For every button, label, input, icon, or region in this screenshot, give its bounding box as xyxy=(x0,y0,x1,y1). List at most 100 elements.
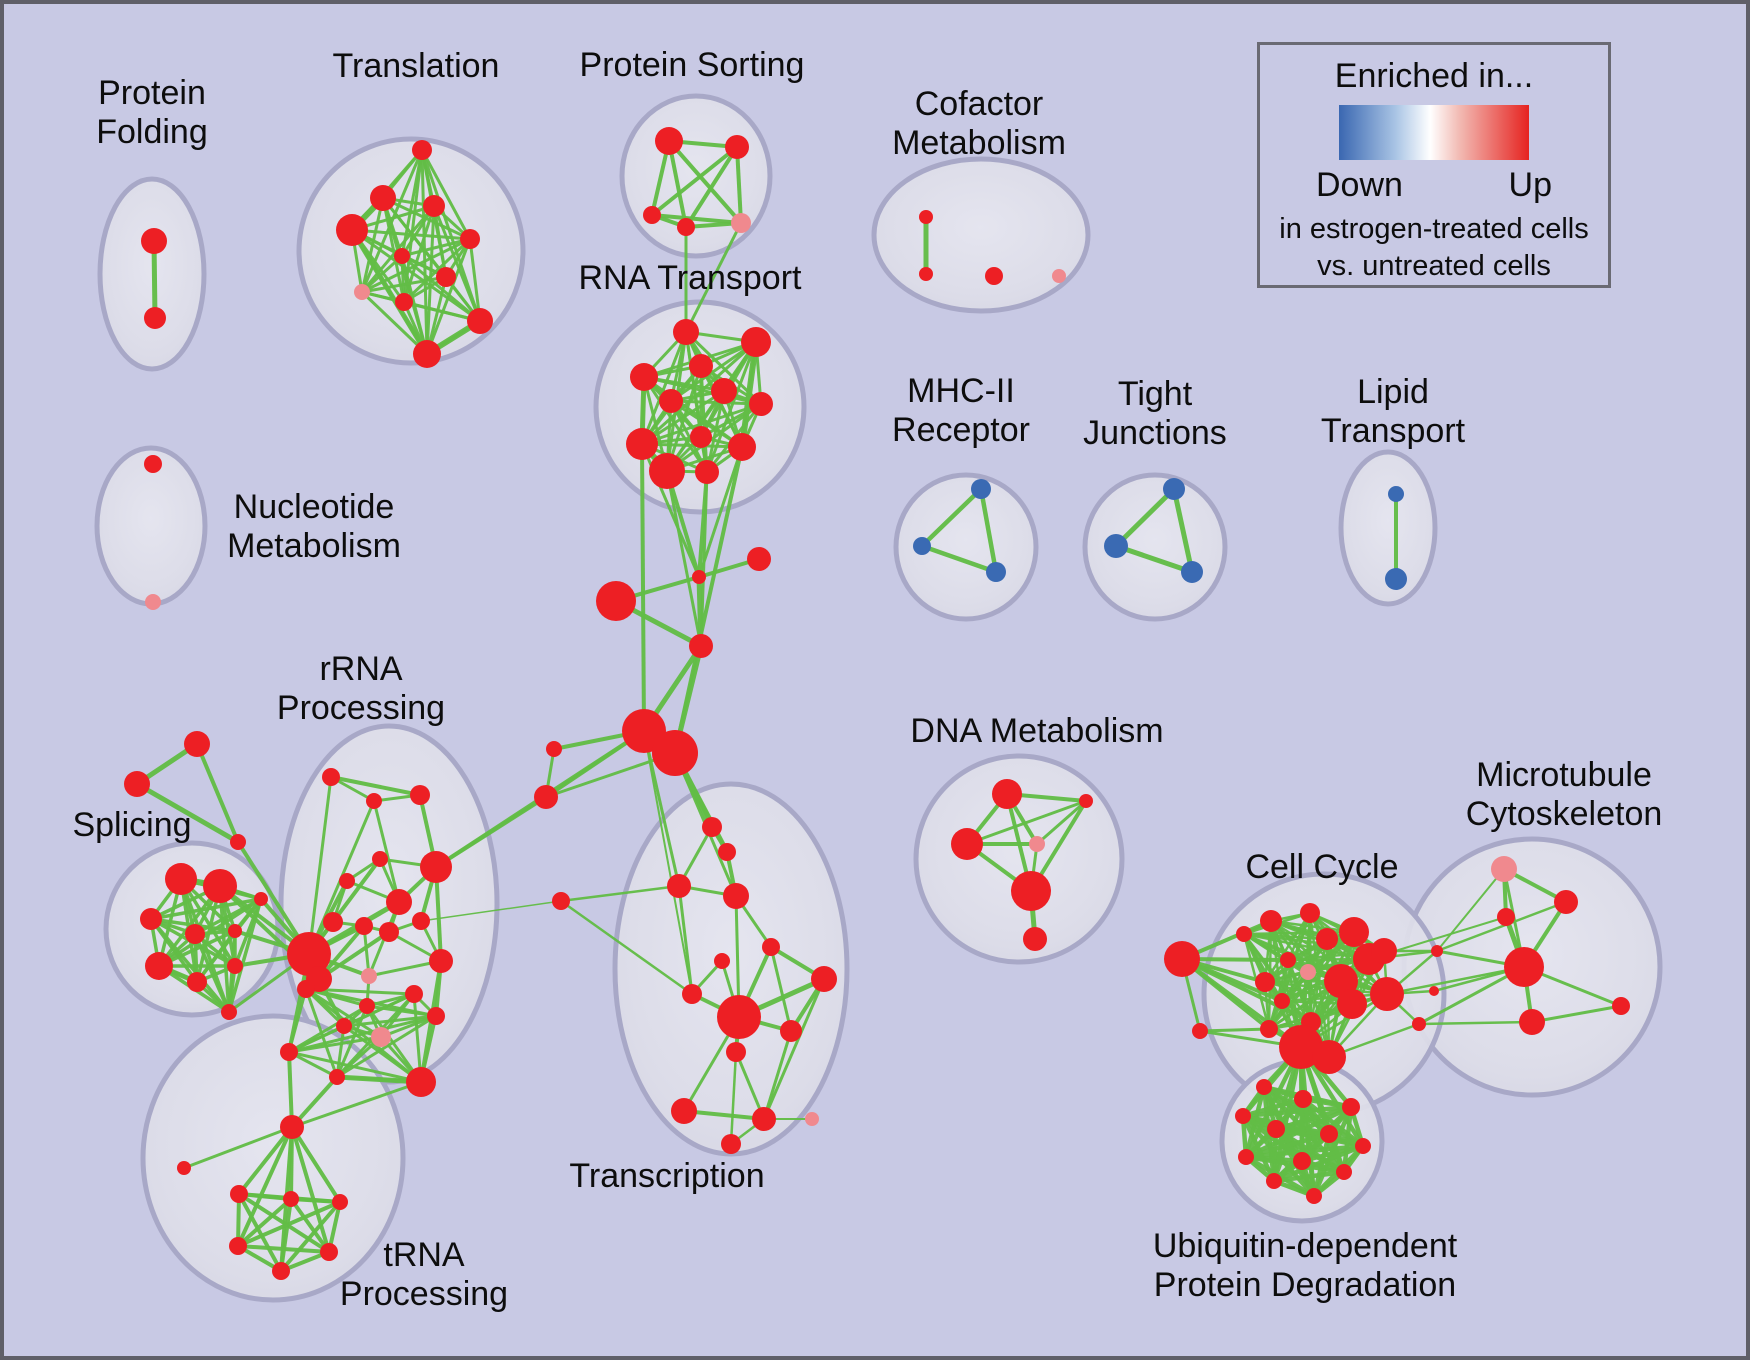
edge-tnh-tnl xyxy=(183,1125,293,1170)
node-x3 xyxy=(1412,1017,1426,1031)
node-cc4 xyxy=(1339,917,1369,947)
edge-m2-m3 xyxy=(921,543,997,575)
node-m2 xyxy=(913,537,931,555)
node-mc2 xyxy=(1554,890,1578,914)
cluster-labels-layer: Protein Folding Translation Protein Sorting… xyxy=(72,46,1662,1313)
node-ub12 xyxy=(1306,1188,1322,1204)
node-tx0 xyxy=(552,892,570,910)
edge-rt1-rt9 xyxy=(640,331,688,445)
node-mc4 xyxy=(1519,1009,1545,1035)
node-tx13 xyxy=(752,1107,776,1131)
edge-x1-mc2 xyxy=(1436,900,1567,953)
node-x1 xyxy=(1431,945,1443,957)
edge-t5-t6 xyxy=(401,237,471,258)
node-tx3 xyxy=(667,874,691,898)
edge-rt6-rt9 xyxy=(641,389,725,446)
edge-ub7-ub8 xyxy=(1245,1143,1364,1160)
node-t2 xyxy=(370,185,396,211)
node-dm4 xyxy=(1079,794,1093,808)
node-rt4 xyxy=(630,363,658,391)
node-tn3 xyxy=(332,1194,348,1210)
edge-rt2-rt9 xyxy=(640,340,758,446)
node-sp7 xyxy=(145,952,173,980)
node-ub1 xyxy=(1256,1079,1272,1095)
node-rt5 xyxy=(659,389,683,413)
edge-t1-t10 xyxy=(420,149,482,322)
node-c1 xyxy=(692,570,706,584)
edge-cch-ccb1 xyxy=(1180,957,1303,1049)
node-cc2 xyxy=(1300,903,1320,923)
edge-tn3-tn4 xyxy=(237,1200,341,1248)
node-pf2 xyxy=(144,307,166,329)
node-ub2 xyxy=(1294,1090,1312,1108)
node-tx14 xyxy=(805,1112,819,1126)
node-pf1 xyxy=(141,228,167,254)
edge-tn2-tn3 xyxy=(290,1197,341,1204)
node-sp4 xyxy=(185,924,205,944)
cluster-ellipse-trna-processing xyxy=(140,1013,406,1303)
node-t11 xyxy=(413,340,441,368)
node-dm3 xyxy=(1029,836,1045,852)
node-cm4 xyxy=(1052,269,1066,283)
cluster-label-cofactor-metabolism: Cofactor Metabolism xyxy=(892,85,1066,162)
node-sp8 xyxy=(187,972,207,992)
node-r12 xyxy=(361,968,377,984)
edge-tx11-tx15 xyxy=(729,1051,738,1145)
edge-t3-t10 xyxy=(432,205,482,322)
edge-tn2-tn6 xyxy=(279,1198,293,1272)
edge-rt9-h1 xyxy=(640,443,646,732)
node-cc7 xyxy=(1255,972,1275,992)
node-tnh xyxy=(280,1115,304,1139)
edge-b6-b8 xyxy=(335,1025,346,1078)
edge-cc16-cc15 xyxy=(1199,1027,1270,1033)
node-b5 xyxy=(405,985,423,1003)
edge-x3-mc4 xyxy=(1418,1020,1533,1026)
node-rt3 xyxy=(689,354,713,378)
node-t4 xyxy=(336,214,368,246)
edge-ps1-ps5 xyxy=(667,139,743,225)
node-mc5 xyxy=(1612,997,1630,1015)
node-r3 xyxy=(410,785,430,805)
edge-dm3-dm4 xyxy=(1036,799,1087,846)
edge-cc13-mcb xyxy=(1386,965,1525,996)
edge-rt4-rt12 xyxy=(642,376,709,473)
edge-cch-cc14 xyxy=(1181,957,1312,1024)
edge-t4-t10 xyxy=(351,228,481,323)
node-m3 xyxy=(986,562,1006,582)
edge-ub6-ub8 xyxy=(1245,1131,1330,1160)
node-mc1 xyxy=(1491,856,1517,882)
node-b7 xyxy=(280,1043,298,1061)
node-ub5 xyxy=(1267,1120,1285,1138)
node-ub3 xyxy=(1342,1098,1360,1116)
edge-t7-t8 xyxy=(361,275,447,294)
node-nm1 xyxy=(144,455,162,473)
node-tx4 xyxy=(723,883,749,909)
node-cc13 xyxy=(1370,977,1404,1011)
node-ps4 xyxy=(677,218,695,236)
edge-tn2-tn4 xyxy=(236,1197,293,1248)
edge-tnh-tn5 xyxy=(290,1126,331,1253)
node-L1 xyxy=(546,741,562,757)
node-c3 xyxy=(596,581,636,621)
node-ub9 xyxy=(1293,1152,1311,1170)
node-cc6 xyxy=(1300,964,1316,980)
node-tj2 xyxy=(1104,534,1128,558)
node-tx15 xyxy=(721,1134,741,1154)
edge-b6-b7 xyxy=(288,1024,345,1054)
node-dm2 xyxy=(951,828,983,860)
node-dm5 xyxy=(1011,871,1051,911)
edge-b6-b9 xyxy=(343,1024,422,1084)
node-r8 xyxy=(323,912,343,932)
cluster-label-mhc-ii-receptor: MHC-II Receptor xyxy=(892,372,1030,449)
node-tx6 xyxy=(762,938,780,956)
edge-tx12-tx13 xyxy=(683,1109,765,1121)
cluster-label-nucleotide-metabolism: Nucleotide Metabolism xyxy=(227,488,401,565)
node-cc16 xyxy=(1192,1023,1208,1039)
edge-r2-r6 xyxy=(372,800,401,903)
edge-b2-b9 xyxy=(365,1005,423,1083)
node-tx2 xyxy=(718,843,736,861)
edge-rt11-c1 xyxy=(665,470,701,578)
node-rt2 xyxy=(741,327,771,357)
edge-tn1-tn5 xyxy=(237,1192,331,1254)
node-mc3 xyxy=(1497,908,1515,926)
